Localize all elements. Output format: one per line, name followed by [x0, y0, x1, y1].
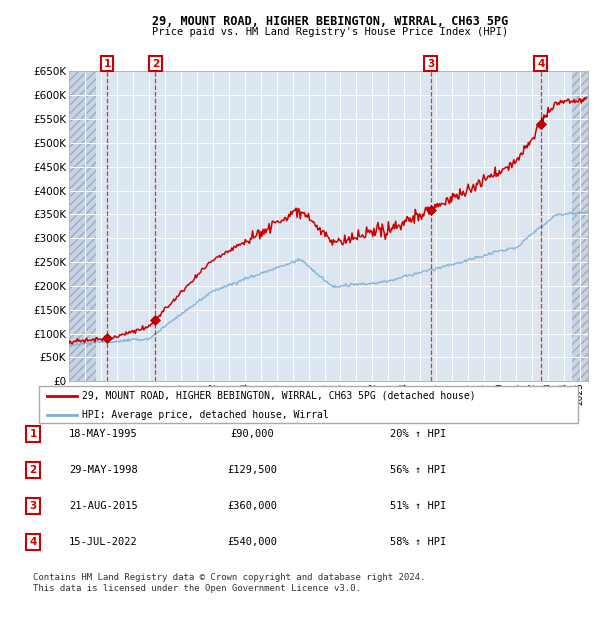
Text: 51% ↑ HPI: 51% ↑ HPI — [390, 501, 446, 511]
Text: 29, MOUNT ROAD, HIGHER BEBINGTON, WIRRAL, CH63 5PG (detached house): 29, MOUNT ROAD, HIGHER BEBINGTON, WIRRAL… — [82, 391, 476, 401]
Text: 29-MAY-1998: 29-MAY-1998 — [69, 465, 138, 475]
Text: 29, MOUNT ROAD, HIGHER BEBINGTON, WIRRAL, CH63 5PG: 29, MOUNT ROAD, HIGHER BEBINGTON, WIRRAL… — [152, 16, 508, 28]
Text: £360,000: £360,000 — [227, 501, 277, 511]
Text: 1: 1 — [103, 58, 110, 69]
Text: £540,000: £540,000 — [227, 537, 277, 547]
Text: £129,500: £129,500 — [227, 465, 277, 475]
Bar — [572, 71, 588, 381]
Text: 21-AUG-2015: 21-AUG-2015 — [69, 501, 138, 511]
Text: Price paid vs. HM Land Registry's House Price Index (HPI): Price paid vs. HM Land Registry's House … — [152, 27, 508, 37]
Text: 4: 4 — [29, 537, 37, 547]
Text: 15-JUL-2022: 15-JUL-2022 — [69, 537, 138, 547]
Text: Contains HM Land Registry data © Crown copyright and database right 2024.
This d: Contains HM Land Registry data © Crown c… — [33, 574, 425, 593]
Text: 3: 3 — [427, 58, 434, 69]
Text: £90,000: £90,000 — [230, 429, 274, 439]
Text: 58% ↑ HPI: 58% ↑ HPI — [390, 537, 446, 547]
FancyBboxPatch shape — [39, 386, 578, 423]
Bar — [69, 71, 96, 381]
Text: 20% ↑ HPI: 20% ↑ HPI — [390, 429, 446, 439]
Text: 1: 1 — [29, 429, 37, 439]
Text: 18-MAY-1995: 18-MAY-1995 — [69, 429, 138, 439]
Text: HPI: Average price, detached house, Wirral: HPI: Average price, detached house, Wirr… — [82, 410, 329, 420]
Text: 56% ↑ HPI: 56% ↑ HPI — [390, 465, 446, 475]
Text: 3: 3 — [29, 501, 37, 511]
Text: 2: 2 — [152, 58, 159, 69]
Text: 4: 4 — [537, 58, 544, 69]
Text: 2: 2 — [29, 465, 37, 475]
